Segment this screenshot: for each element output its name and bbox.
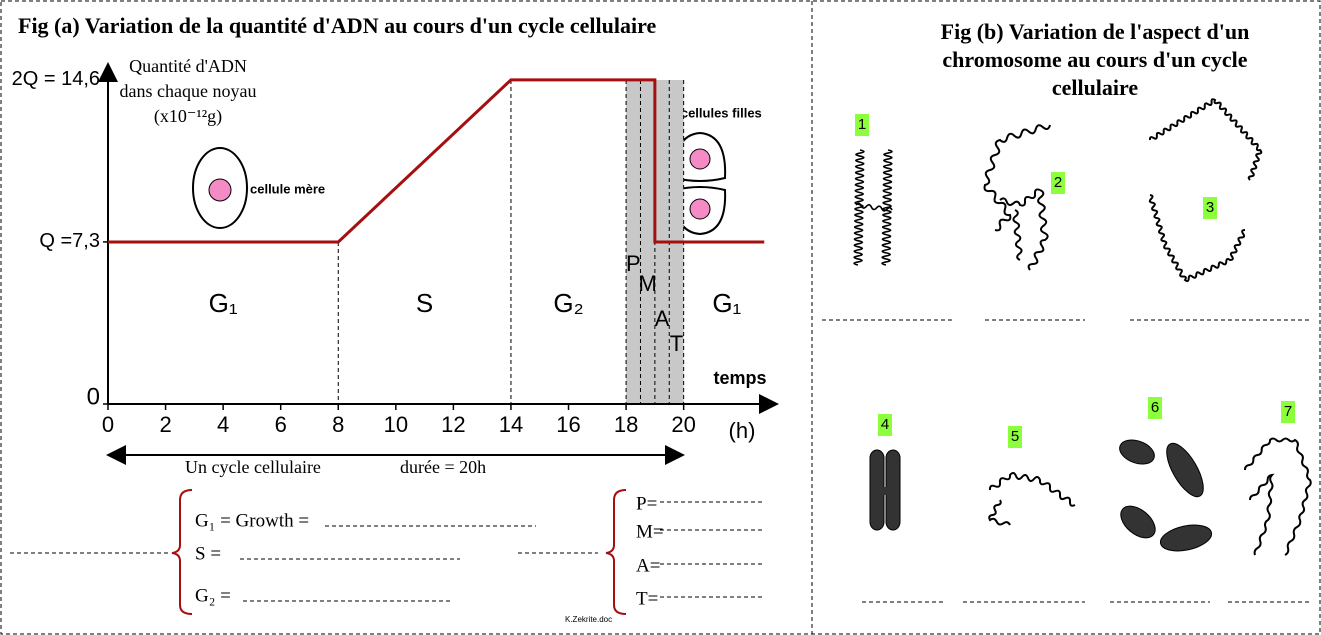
phase-label: G₂ bbox=[553, 288, 583, 318]
chromatin bbox=[1150, 99, 1261, 180]
credit: K.Zekrite.doc bbox=[565, 615, 612, 624]
phase-label: G₁ bbox=[209, 288, 238, 318]
chromatid bbox=[1160, 438, 1211, 502]
x-tick-label: 12 bbox=[441, 412, 465, 437]
form-label: A= bbox=[636, 555, 660, 576]
mother-cell bbox=[193, 148, 247, 228]
y-axis-label: dans chaque noyau bbox=[120, 81, 257, 101]
form-label: G₁ = Growth = bbox=[195, 510, 309, 531]
chromatid bbox=[1116, 436, 1157, 469]
chromatin bbox=[1150, 195, 1245, 281]
x-tick-label: 10 bbox=[384, 412, 408, 437]
title-line: Fig (b) Variation de l'aspect d'un bbox=[941, 19, 1250, 44]
phase-label: T bbox=[670, 331, 683, 356]
chromatin bbox=[989, 500, 1010, 525]
x-axis-unit: (h) bbox=[729, 418, 756, 443]
bracket bbox=[606, 490, 626, 614]
stage-label: 5 bbox=[1011, 428, 1019, 445]
phase-label: G₁ bbox=[712, 288, 741, 318]
title-line: chromosome au cours d'un cycle bbox=[942, 47, 1247, 72]
chromatin bbox=[990, 473, 1075, 506]
stage-label: 7 bbox=[1284, 403, 1292, 420]
y-tick-label: 0 bbox=[87, 383, 100, 410]
chromatin bbox=[1000, 189, 1040, 205]
y-axis-label: Quantité d'ADN bbox=[129, 56, 247, 76]
annotation: cellule mère bbox=[250, 181, 325, 196]
annotation: Un cycle cellulaire bbox=[185, 457, 321, 477]
annotation: durée = 20h bbox=[400, 457, 486, 477]
x-tick-label: 0 bbox=[102, 412, 114, 437]
phase-label: S bbox=[416, 288, 433, 318]
x-tick-label: 4 bbox=[217, 412, 229, 437]
bracket bbox=[172, 490, 192, 614]
form-label: S = bbox=[195, 543, 221, 564]
chromatin bbox=[1245, 439, 1311, 556]
x-tick-label: 20 bbox=[671, 412, 695, 437]
chromatid bbox=[1158, 521, 1214, 555]
form-label: P= bbox=[636, 493, 657, 514]
chart-title: Fig (a) Variation de la quantité d'ADN a… bbox=[18, 13, 656, 38]
phase-label: A bbox=[655, 306, 670, 331]
stage-label: 3 bbox=[1206, 199, 1214, 216]
chromatid bbox=[1115, 500, 1161, 544]
phase-label: M bbox=[639, 271, 657, 296]
x-tick-label: 2 bbox=[159, 412, 171, 437]
x-tick-label: 16 bbox=[556, 412, 580, 437]
y-tick-label: 2Q = 14,6 bbox=[12, 68, 100, 90]
form-label: G₂ = bbox=[195, 585, 231, 606]
chromatin bbox=[1029, 190, 1048, 270]
form-label: M= bbox=[636, 521, 664, 542]
x-axis-label: temps bbox=[713, 368, 766, 388]
fig-b-title: Fig (b) Variation de l'aspect d'un chrom… bbox=[941, 19, 1250, 100]
worksheet: Fig (a) Variation de la quantité d'ADN a… bbox=[0, 0, 1321, 635]
stage-label: 6 bbox=[1151, 399, 1159, 416]
stage-label: 4 bbox=[881, 416, 889, 433]
chromatin bbox=[1250, 475, 1273, 555]
x-tick-label: 18 bbox=[614, 412, 638, 437]
stage-label: 1 bbox=[858, 116, 866, 133]
chromatin bbox=[1013, 210, 1021, 260]
phase-shade bbox=[640, 80, 654, 404]
x-tick-label: 8 bbox=[332, 412, 344, 437]
x-tick-label: 14 bbox=[499, 412, 523, 437]
y-axis-label: (x10⁻¹²g) bbox=[154, 106, 222, 127]
phase-shade bbox=[626, 80, 640, 404]
y-tick-label: Q =7,3 bbox=[39, 230, 100, 252]
x-tick-label: 6 bbox=[275, 412, 287, 437]
form-label: T= bbox=[636, 588, 658, 609]
stage-label: 2 bbox=[1054, 174, 1062, 191]
centromere bbox=[880, 487, 890, 495]
title-line: cellulaire bbox=[1052, 75, 1139, 100]
